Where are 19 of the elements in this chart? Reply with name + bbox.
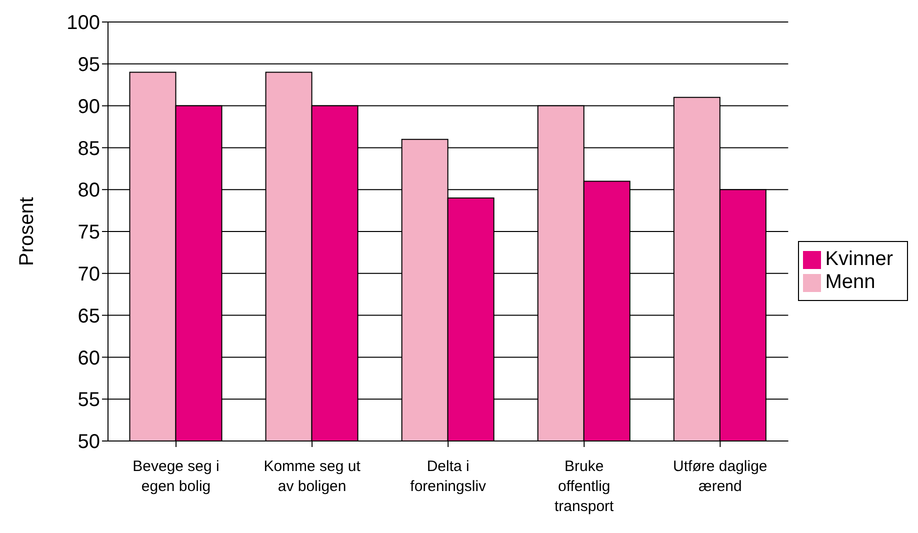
y-tick-label: 70 bbox=[78, 264, 100, 286]
y-tick-label: 55 bbox=[78, 389, 100, 412]
x-tick-label: Bevege seg i egen bolig bbox=[132, 458, 220, 495]
y-tick-label: 65 bbox=[78, 305, 100, 328]
y-axis-title: Prosent bbox=[16, 196, 38, 266]
y-tick-label: 90 bbox=[78, 96, 100, 118]
y-tick-label: 75 bbox=[78, 222, 100, 244]
y-tick-label: 100 bbox=[66, 12, 100, 34]
y-tick-label: 60 bbox=[78, 347, 100, 370]
x-tick-label: Utføre daglige ærend bbox=[673, 458, 768, 495]
x-tick-label: Komme seg ut av boligen bbox=[264, 458, 362, 495]
legend-label: Menn bbox=[825, 270, 876, 292]
legend-label: Kvinner bbox=[825, 248, 893, 270]
y-tick-label: 85 bbox=[78, 138, 100, 160]
y-tick-label: 50 bbox=[78, 431, 100, 454]
x-tick-label: Bruke offentlig transport bbox=[554, 458, 615, 515]
x-tick-label: Delta i foreningsliv bbox=[410, 458, 487, 495]
y-tick-label: 80 bbox=[78, 180, 100, 202]
y-tick-label: 95 bbox=[78, 54, 100, 76]
